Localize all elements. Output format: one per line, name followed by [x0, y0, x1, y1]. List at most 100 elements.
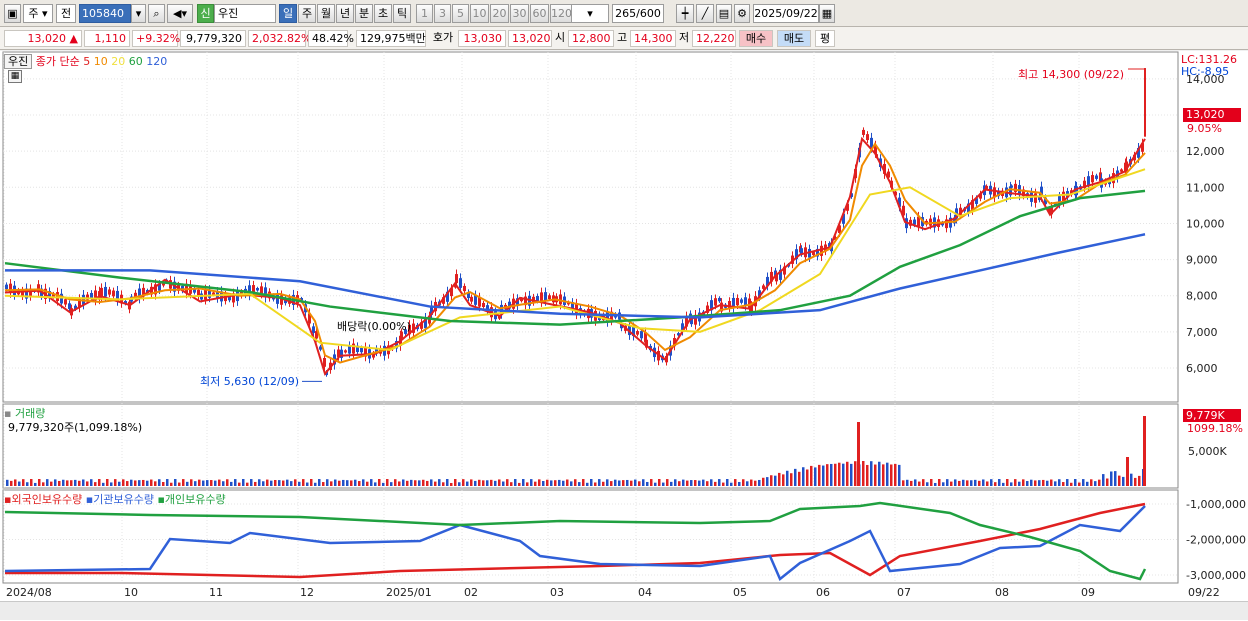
interval-tab-4[interactable]: 20	[490, 4, 509, 23]
interval-tab-2[interactable]: 5	[452, 4, 469, 23]
period-tab-5[interactable]: 초	[374, 4, 392, 23]
holding-series-label-2[interactable]: ▪개인보유수량	[153, 493, 226, 506]
chart-scrollbar[interactable]	[0, 601, 1248, 620]
scope-select[interactable]: 전	[56, 4, 76, 23]
x-tick-label: 02	[464, 586, 478, 599]
period-tab-2[interactable]: 월	[317, 4, 335, 23]
chart-type-icon[interactable]: ┿	[676, 4, 694, 23]
code-dropdown-icon[interactable]: ▾	[131, 4, 146, 23]
candle-body	[134, 292, 137, 299]
volume-bar	[874, 464, 877, 486]
ma-period-20[interactable]: 20	[107, 55, 126, 68]
ma60-line	[4, 189, 1146, 326]
volume-bar	[326, 479, 329, 486]
chart-area[interactable]: 14,00013,00012,00011,00010,0009,0008,000…	[0, 51, 1248, 621]
grid-icon[interactable]: ▦	[8, 70, 22, 83]
candle-body	[800, 248, 803, 254]
save-icon[interactable]: ▤	[716, 4, 732, 23]
volume-bar	[666, 479, 669, 486]
price-tick-label: 9,000	[1186, 254, 1218, 267]
drawing-tool-icon[interactable]: ╱	[696, 4, 714, 23]
interval-tab-5[interactable]: 30	[510, 4, 529, 23]
ma-period-60[interactable]: 60	[125, 55, 143, 68]
interval-tab-7[interactable]: 120	[550, 4, 572, 23]
period-tab-6[interactable]: 틱	[393, 4, 411, 23]
search-icon[interactable]: ⌕	[148, 4, 165, 23]
market-select[interactable]: 주 ▾	[23, 4, 53, 23]
volume-bar	[478, 479, 481, 486]
candle-body	[344, 350, 347, 353]
candle-body	[636, 331, 639, 335]
ma-label: 종가 단순	[35, 55, 80, 68]
volume-bar	[462, 479, 465, 486]
volume-bar	[230, 481, 233, 486]
interval-tab-0[interactable]: 1	[416, 4, 433, 23]
chart-canvas[interactable]: 14,00013,00012,00011,00010,0009,0008,000…	[0, 51, 1248, 621]
interval-tab-3[interactable]: 10	[470, 4, 489, 23]
volume-bar	[1014, 479, 1017, 486]
ma-period-5[interactable]: 5	[83, 55, 91, 68]
volume-bar	[94, 482, 97, 486]
volume-bar	[778, 472, 781, 486]
ma-period-120[interactable]: 120	[142, 55, 168, 68]
date-field[interactable]: 2025/09/22	[753, 4, 819, 23]
volume-bar	[934, 482, 937, 486]
holding-panel-header: ▪외국인보유수량 ▪기관보유수량 ▪개인보유수량	[4, 491, 226, 507]
interval-tab-6[interactable]: 60	[530, 4, 549, 23]
candle-body	[104, 286, 107, 297]
window-menu-icon[interactable]: ▣	[4, 4, 21, 23]
volume-bar	[902, 480, 905, 486]
candle-body	[812, 252, 815, 256]
evaluate-button[interactable]: 평	[815, 30, 835, 47]
stock-code-input[interactable]: 105840	[79, 4, 131, 23]
interval-input[interactable]: ▾	[571, 4, 609, 23]
period-tab-3[interactable]: 년	[336, 4, 354, 23]
candle-body	[508, 301, 511, 309]
period-tab-0[interactable]: 일	[279, 4, 297, 23]
calendar-icon[interactable]: ▦	[819, 4, 835, 23]
volume-bar	[54, 479, 57, 486]
ma-period-10[interactable]: 10	[90, 55, 108, 68]
candle-body	[74, 305, 77, 310]
volume-bar	[282, 480, 285, 486]
holding-series-label-0[interactable]: ▪외국인보유수량	[4, 493, 83, 506]
volume-bar	[698, 480, 701, 486]
holding-series-label-1[interactable]: ▪기관보유수량	[82, 493, 154, 506]
candle-body	[808, 248, 811, 258]
hc-value: HC:-8.95	[1181, 65, 1230, 78]
volume-bar	[1090, 479, 1093, 486]
candle-body	[280, 295, 283, 305]
volume-bar	[838, 462, 841, 486]
interval-tab-1[interactable]: 3	[434, 4, 451, 23]
volume-bar	[146, 480, 149, 486]
volume-bar	[322, 482, 325, 486]
candle-body	[732, 297, 735, 309]
candle-body	[898, 197, 901, 207]
period-tab-1[interactable]: 주	[298, 4, 316, 23]
candle-body	[5, 284, 8, 290]
volume-tag: 9,779K	[1183, 409, 1241, 422]
candle-body	[312, 326, 315, 333]
candle-body	[108, 289, 111, 295]
volume-bar	[718, 479, 721, 486]
x-tick-label: 03	[550, 586, 564, 599]
volume-bar	[446, 479, 449, 486]
volume-bar	[1046, 480, 1049, 486]
stock-name-field[interactable]: 우진	[214, 4, 276, 23]
panel-menu-icon[interactable]: ▪	[4, 407, 12, 420]
ma20-line	[4, 168, 1146, 351]
volume-bar	[674, 479, 677, 486]
buy-button[interactable]: 매수	[739, 30, 773, 47]
count-field[interactable]: 265/600	[612, 4, 664, 23]
gear-icon[interactable]: ⚙	[734, 4, 750, 23]
ma5-line	[4, 136, 1146, 376]
candle-body	[60, 293, 63, 304]
stock-title[interactable]: 우진	[4, 54, 33, 69]
period-tab-4[interactable]: 분	[355, 4, 373, 23]
volume-bar	[834, 463, 837, 486]
volume-bar	[6, 479, 9, 486]
volume-bar	[30, 479, 33, 486]
speaker-icon[interactable]: ◀▾	[167, 4, 193, 23]
sell-button[interactable]: 매도	[777, 30, 811, 47]
